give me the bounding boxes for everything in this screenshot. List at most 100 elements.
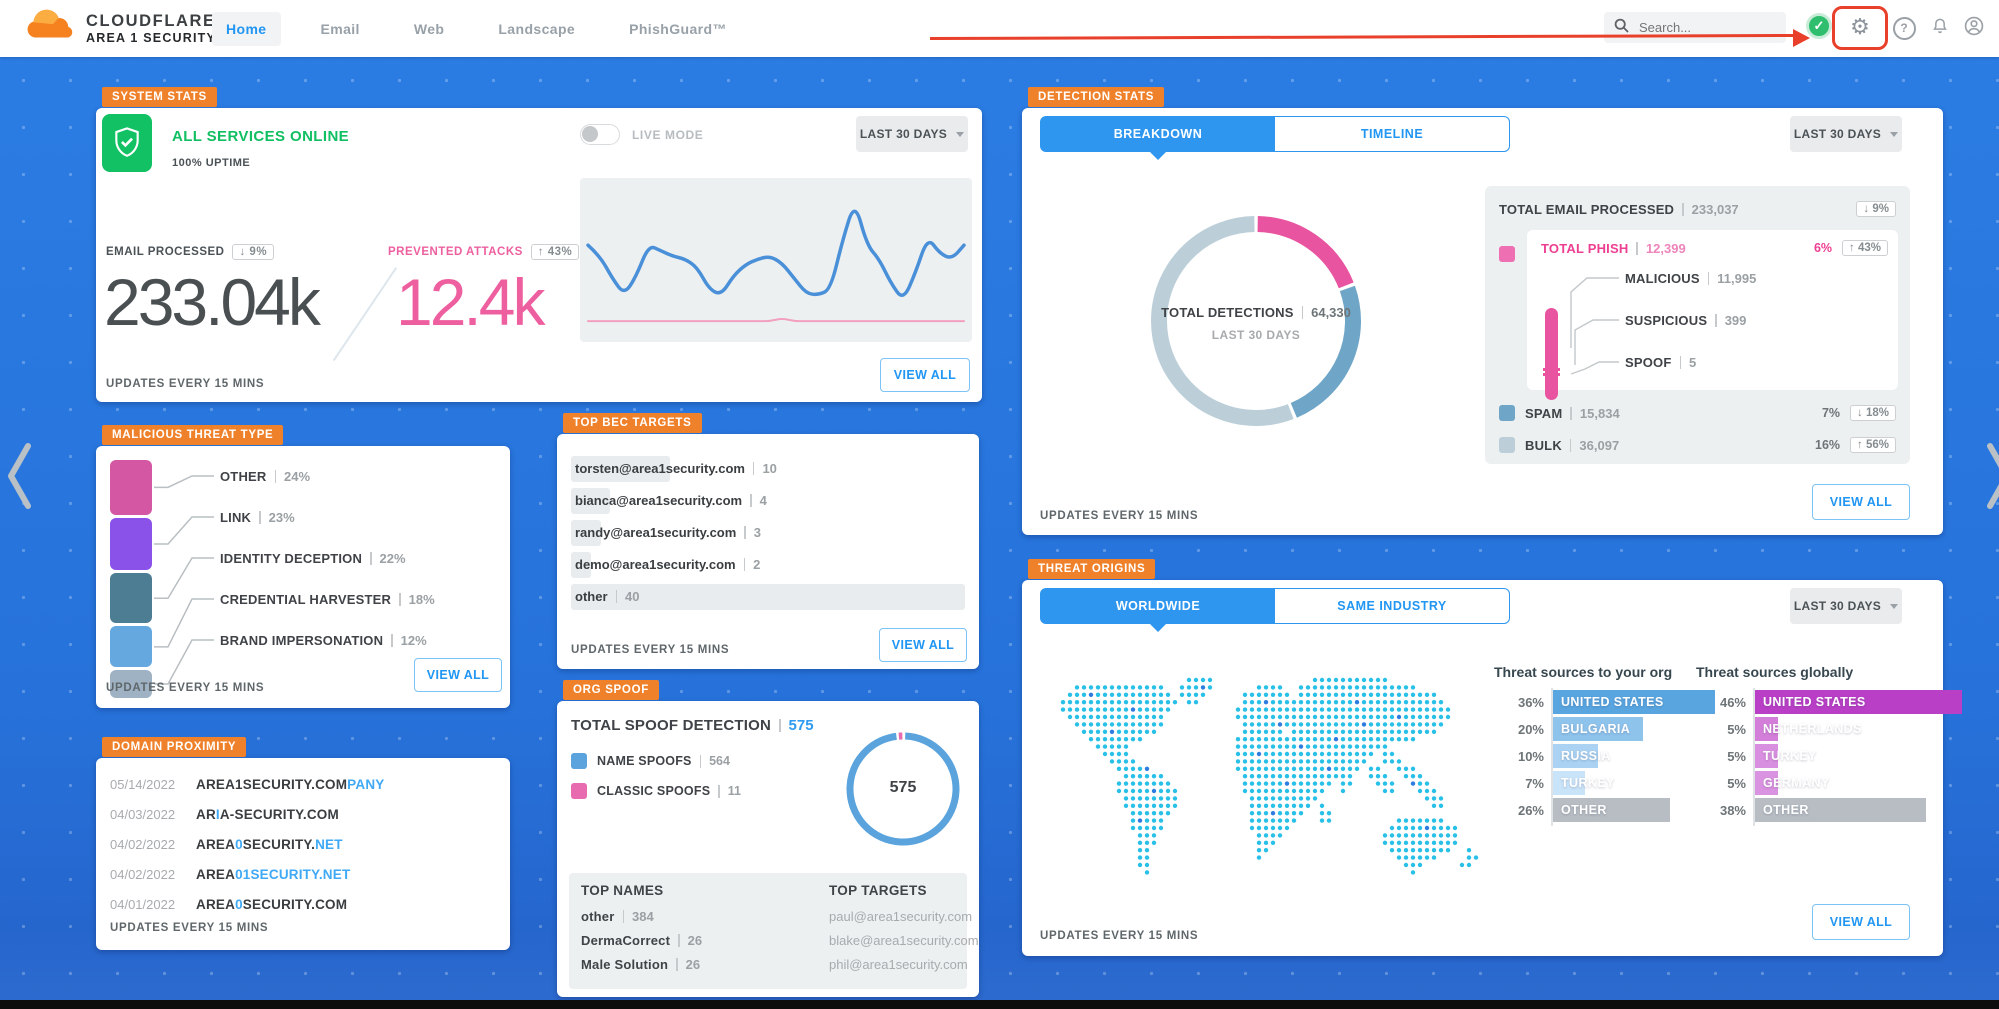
view-all-button[interactable]: VIEW ALL — [880, 358, 970, 392]
tab-same-industry[interactable]: SAME INDUSTRY — [1337, 599, 1447, 613]
settings-button[interactable]: ⚙ — [1846, 14, 1874, 42]
spoof-donut-center-value: 575 — [889, 779, 917, 796]
card-tag: DOMAIN PROXIMITY — [102, 737, 247, 757]
domain-row: 04/02/2022 AREA01SECURITY.NET — [110, 862, 350, 886]
phish-bar — [1545, 308, 1558, 400]
help-button[interactable]: ? — [1890, 14, 1918, 42]
email-processed-label-row: EMAIL PROCESSED ↓ 9% — [106, 244, 275, 260]
threat-type-stacked-bar — [110, 446, 152, 708]
date-range-dropdown[interactable]: LAST 30 DAYS — [1790, 116, 1902, 152]
live-mode-toggle[interactable] — [580, 124, 620, 145]
spam-row: SPAM 15,834 7% ↓ 18% — [1485, 398, 1910, 428]
updates-note: UPDATES EVERY 15 MINS — [1040, 510, 1199, 522]
view-all-button[interactable]: VIEW ALL — [1812, 904, 1910, 940]
nav-item-web[interactable]: Web — [413, 20, 445, 37]
malicious-threat-type-card: MALICIOUS THREAT TYPE OTHER 24% LINK 23% I… — [96, 425, 510, 708]
threat-type-label: LINK — [220, 509, 252, 525]
bec-count: 10 — [762, 461, 777, 476]
bec-count: 2 — [753, 557, 761, 572]
delta-badge: ↓ 9% — [1856, 201, 1896, 217]
name-spoofs-swatch — [571, 753, 587, 769]
threat-type-row: CREDENTIAL HARVESTER 18% — [220, 590, 435, 608]
origin-bar: OTHER — [1755, 798, 1926, 822]
legend-row: NAME SPOOFS 564 — [571, 753, 730, 769]
org-spoof-card: ORG SPOOF TOTAL SPOOF DETECTION 575 NAME … — [557, 680, 979, 997]
bec-count-bar — [571, 552, 591, 578]
tab-worldwide[interactable]: WORLDWIDE — [1041, 589, 1275, 632]
bec-target-row: demo@area1security.com 2 — [571, 552, 965, 578]
prevented-attacks-value: 12.4k — [396, 265, 545, 339]
status-check-badge[interactable]: ✓ — [1806, 13, 1832, 39]
org-sources-header: Threat sources to your org — [1494, 664, 1673, 680]
connector-lines — [1570, 277, 1619, 375]
brand[interactable]: CLOUDFLARE AREA 1 SECURITY — [24, 6, 216, 51]
top-name-row: DermaCorrect 26 — [581, 933, 703, 948]
origin-bar: OTHER — [1553, 798, 1670, 822]
primary-nav: Home Email Web Landscape PhishGuard™ — [212, 0, 741, 57]
phish-subpanel: TOTAL PHISH 12,399 6% ↑ 43% MALICIOUS 11,9… — [1527, 230, 1898, 400]
origin-row: 7% TURKEY — [1492, 771, 1614, 795]
phish-child-row: SUSPICIOUS 399 — [1625, 312, 1747, 328]
carousel-right-button[interactable] — [1984, 440, 1999, 517]
nav-item-home[interactable]: Home — [212, 11, 281, 46]
view-all-button[interactable]: VIEW ALL — [879, 628, 967, 662]
search-input[interactable] — [1637, 19, 1761, 36]
carousel-left-button[interactable] — [4, 440, 34, 517]
date-range-dropdown[interactable]: LAST 30 DAYS — [856, 116, 968, 152]
top-name-row: Male Solution 26 — [581, 957, 701, 972]
phish-swatch — [1499, 246, 1515, 262]
origin-row: 5% TURKEY — [1694, 744, 1816, 768]
world-dot-map — [1060, 677, 1479, 875]
phish-subpanel-wrap: TOTAL PHISH 12,399 6% ↑ 43% MALICIOUS 11,9… — [1497, 230, 1898, 400]
delta-badge: ↑ 43% — [1842, 240, 1888, 256]
domain-row: 04/01/2022 AREA0SECURITY.COM — [110, 892, 347, 916]
nav-item-email[interactable]: Email — [320, 20, 360, 37]
user-avatar-icon — [1963, 15, 1985, 42]
detections-donut-center: TOTAL DETECTIONS 64,330 LAST 30 DAYS — [1146, 304, 1366, 342]
bec-email: demo@area1security.com — [575, 557, 736, 572]
search-box[interactable] — [1604, 12, 1786, 43]
bec-count: 3 — [753, 525, 762, 540]
card-tag: MALICIOUS THREAT TYPE — [102, 425, 284, 445]
bec-target-row: other 40 — [571, 584, 965, 610]
detections-donut-chart — [1151, 216, 1361, 426]
domain-name: AREA1SECURITY.COMPANY — [196, 776, 385, 792]
bell-icon — [1930, 16, 1950, 41]
view-all-button[interactable]: VIEW ALL — [414, 658, 502, 692]
bec-email: randy@area1security.com — [575, 525, 737, 540]
search-icon — [1614, 18, 1629, 38]
bottom-bar — [0, 1000, 1999, 1009]
services-status: ALL SERVICES ONLINE — [172, 128, 350, 145]
origin-row: 10% RUSSIA — [1492, 744, 1610, 768]
nav-item-landscape[interactable]: Landscape — [498, 20, 576, 37]
threat-type-segment — [110, 626, 152, 668]
origin-row: 36% UNITED STATES — [1492, 690, 1715, 714]
domain-date: 04/01/2022 — [110, 896, 176, 912]
traffic-sparkline-panel — [580, 178, 972, 342]
nav-item-phishguard[interactable]: PhishGuard™ — [629, 20, 727, 37]
date-range-value: LAST 30 DAYS — [1793, 599, 1882, 613]
prevented-attacks-label: PREVENTED ATTACKS — [388, 246, 523, 258]
threat-type-segment — [110, 460, 152, 515]
domain-name: AREA0SECURITY.NET — [196, 836, 343, 852]
top-targets-header: TOP TARGETS — [829, 883, 927, 898]
detections-value: 64,330 — [1311, 305, 1351, 320]
account-button[interactable] — [1960, 14, 1988, 42]
origin-row: 38% OTHER — [1694, 798, 1926, 822]
updates-note: UPDATES EVERY 15 MINS — [571, 644, 730, 656]
tab-timeline[interactable]: TIMELINE — [1360, 127, 1424, 141]
bec-email: torsten@area1security.com — [575, 461, 745, 476]
origin-bar: GERMANY — [1755, 771, 1829, 795]
notifications-button[interactable] — [1926, 14, 1954, 42]
bec-target-row: randy@area1security.com 3 — [571, 520, 965, 546]
origin-bar: UNITED STATES — [1553, 690, 1715, 714]
tab-breakdown[interactable]: BREAKDOWN — [1041, 117, 1275, 160]
card-tag: THREAT ORIGINS — [1028, 559, 1156, 579]
top-bec-targets-card: TOP BEC TARGETS torsten@area1security.co… — [557, 413, 979, 669]
phish-pct: 6% — [1813, 241, 1833, 255]
system-stats-card: SYSTEM STATS ALL SERVICES ONLINE 100% UP… — [96, 87, 982, 402]
origin-row: 26% OTHER — [1492, 798, 1670, 822]
threat-type-label: BRAND IMPERSONATION — [220, 632, 384, 648]
date-range-dropdown[interactable]: LAST 30 DAYS — [1790, 588, 1902, 624]
view-all-button[interactable]: VIEW ALL — [1812, 484, 1910, 520]
